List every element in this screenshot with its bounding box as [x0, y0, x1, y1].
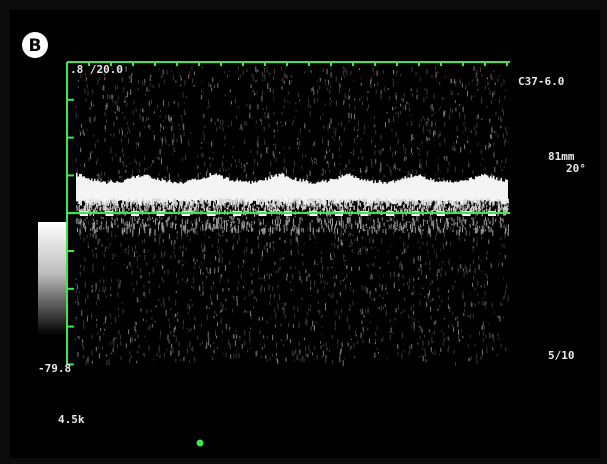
prf: 4.5k: [58, 413, 85, 426]
bottom-scale: -79.8: [38, 362, 71, 375]
probe: C37-6.0: [518, 75, 564, 88]
panel-label: B: [29, 36, 42, 56]
screenshot: B .8 /20.0 C37-6.0 81mm 20° 5/10 -79.8 4…: [0, 0, 607, 464]
doppler-image: B .8 /20.0 C37-6.0 81mm 20° 5/10 -79.8 4…: [0, 0, 607, 464]
gain: 5/10: [548, 349, 575, 362]
top-scale: .8 /20.0: [70, 63, 123, 76]
gray-scale-bar: [38, 222, 66, 335]
angle: 20°: [566, 162, 586, 175]
ecg-marker: [197, 440, 204, 447]
image-area: [10, 10, 600, 458]
